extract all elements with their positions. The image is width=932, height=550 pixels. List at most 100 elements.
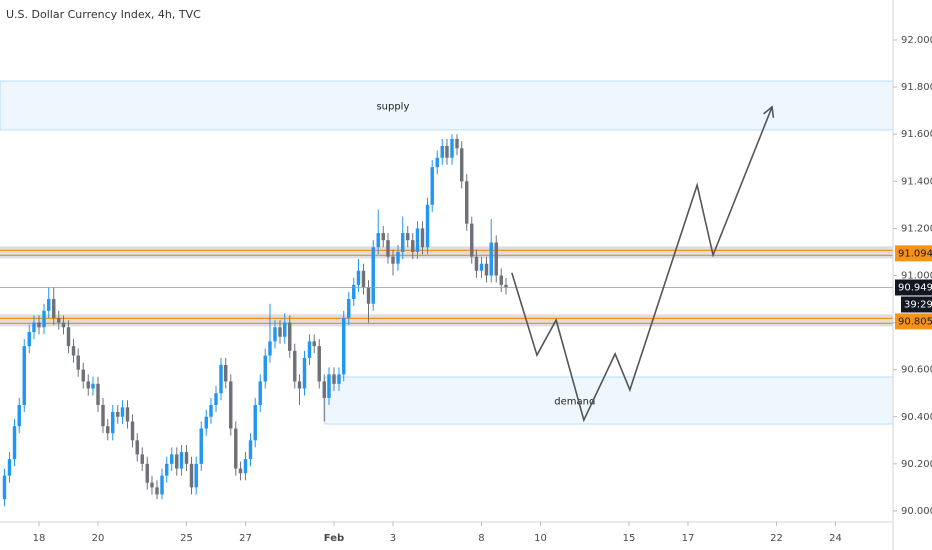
candle-body bbox=[450, 138, 454, 158]
candle-body bbox=[381, 233, 385, 241]
candle-body bbox=[106, 426, 110, 434]
candle-body bbox=[150, 482, 154, 488]
candle-body bbox=[307, 341, 312, 358]
countdown-box bbox=[901, 296, 932, 313]
candle-body bbox=[81, 369, 85, 382]
candle-body bbox=[66, 327, 71, 347]
candle-body bbox=[273, 327, 277, 342]
candle-body bbox=[499, 275, 503, 285]
chart-title: U.S. Dollar Currency Index, 4h, TVC bbox=[6, 8, 201, 21]
candle-body bbox=[435, 157, 439, 168]
candle-body bbox=[194, 463, 198, 488]
candle-body bbox=[170, 454, 174, 464]
candle-body bbox=[7, 459, 12, 476]
level-price-box bbox=[895, 313, 932, 330]
candle-body bbox=[125, 407, 130, 422]
level-price-box bbox=[895, 245, 932, 262]
last-price-label: 90.949 bbox=[898, 282, 932, 293]
x-tick-label: 10 bbox=[534, 533, 547, 544]
x-tick-label: 18 bbox=[33, 533, 46, 544]
x-tick-label: 15 bbox=[623, 533, 636, 544]
candle-body bbox=[22, 346, 26, 405]
y-tick-label: 91.600 bbox=[901, 129, 932, 140]
candle-body bbox=[470, 223, 474, 257]
candle-body bbox=[189, 463, 194, 488]
y-tick-label: 90.600 bbox=[901, 365, 932, 376]
candle-body bbox=[179, 452, 184, 469]
candle-body bbox=[199, 428, 203, 464]
candle-body bbox=[317, 346, 321, 382]
candle-body bbox=[327, 374, 331, 398]
candle-body bbox=[209, 404, 213, 417]
y-tick-label: 91.200 bbox=[901, 223, 932, 234]
candle-body bbox=[337, 374, 341, 384]
candle-body bbox=[101, 404, 105, 427]
candle-body bbox=[302, 357, 307, 389]
zone bbox=[324, 376, 894, 425]
candle-body bbox=[347, 299, 351, 318]
candle-body bbox=[140, 454, 144, 464]
candle-body bbox=[293, 350, 297, 382]
candle-body bbox=[352, 284, 356, 300]
candle-body bbox=[234, 428, 238, 469]
candle-body bbox=[386, 240, 390, 257]
x-tick-label: 3 bbox=[390, 533, 396, 544]
candle-body bbox=[263, 355, 267, 382]
candle-body bbox=[278, 327, 282, 337]
candle-body bbox=[415, 228, 420, 252]
candle-body bbox=[224, 364, 228, 382]
candle-body bbox=[165, 463, 169, 476]
zone-label: supply bbox=[376, 101, 409, 112]
candle-body bbox=[361, 270, 366, 288]
candle-body bbox=[32, 322, 36, 332]
candle-body bbox=[460, 148, 464, 182]
candle-body bbox=[322, 381, 326, 398]
candle-body bbox=[175, 454, 179, 469]
candle-body bbox=[366, 287, 371, 304]
x-tick-label: 27 bbox=[239, 533, 252, 544]
candle-body bbox=[440, 145, 444, 158]
candle-body bbox=[371, 247, 375, 304]
candle-body bbox=[376, 233, 380, 248]
y-tick-label: 91.400 bbox=[901, 176, 932, 187]
candle-body bbox=[61, 322, 66, 328]
candle-body bbox=[406, 233, 410, 241]
candle-body bbox=[253, 404, 257, 441]
x-tick-label: 22 bbox=[770, 533, 783, 544]
candle-body bbox=[17, 404, 21, 427]
candle-body bbox=[2, 475, 7, 500]
candle-body bbox=[494, 242, 498, 276]
level-band bbox=[0, 246, 893, 259]
candle-body bbox=[455, 138, 459, 149]
candle-body bbox=[356, 270, 361, 285]
candle-body bbox=[57, 317, 61, 323]
y-tick-label: 90.400 bbox=[901, 412, 932, 423]
candle-body bbox=[342, 317, 346, 375]
candle-body bbox=[288, 322, 292, 351]
y-tick-label: 90.200 bbox=[901, 459, 932, 470]
x-tick-label: 24 bbox=[829, 533, 842, 544]
candle-body bbox=[489, 242, 493, 276]
candle-body bbox=[111, 412, 115, 434]
candle-body bbox=[76, 355, 80, 370]
candle-body bbox=[214, 393, 218, 405]
x-tick-label: Feb bbox=[324, 533, 344, 544]
candle-body bbox=[396, 251, 400, 264]
y-tick-label: 92.000 bbox=[901, 35, 932, 46]
candle-body bbox=[155, 487, 159, 495]
candle-body bbox=[116, 412, 120, 417]
candle-body bbox=[229, 381, 233, 429]
candle-body bbox=[425, 204, 430, 248]
candle-body bbox=[71, 346, 76, 356]
x-tick-label: 17 bbox=[682, 533, 695, 544]
candle-body bbox=[243, 459, 248, 474]
candle-body bbox=[130, 421, 135, 441]
candle-body bbox=[204, 416, 208, 429]
candle-body bbox=[297, 381, 302, 389]
candle-body bbox=[484, 263, 489, 276]
last-price-box bbox=[895, 279, 932, 296]
level-price-label: 91.094 bbox=[898, 248, 932, 259]
candle-body bbox=[160, 475, 164, 495]
